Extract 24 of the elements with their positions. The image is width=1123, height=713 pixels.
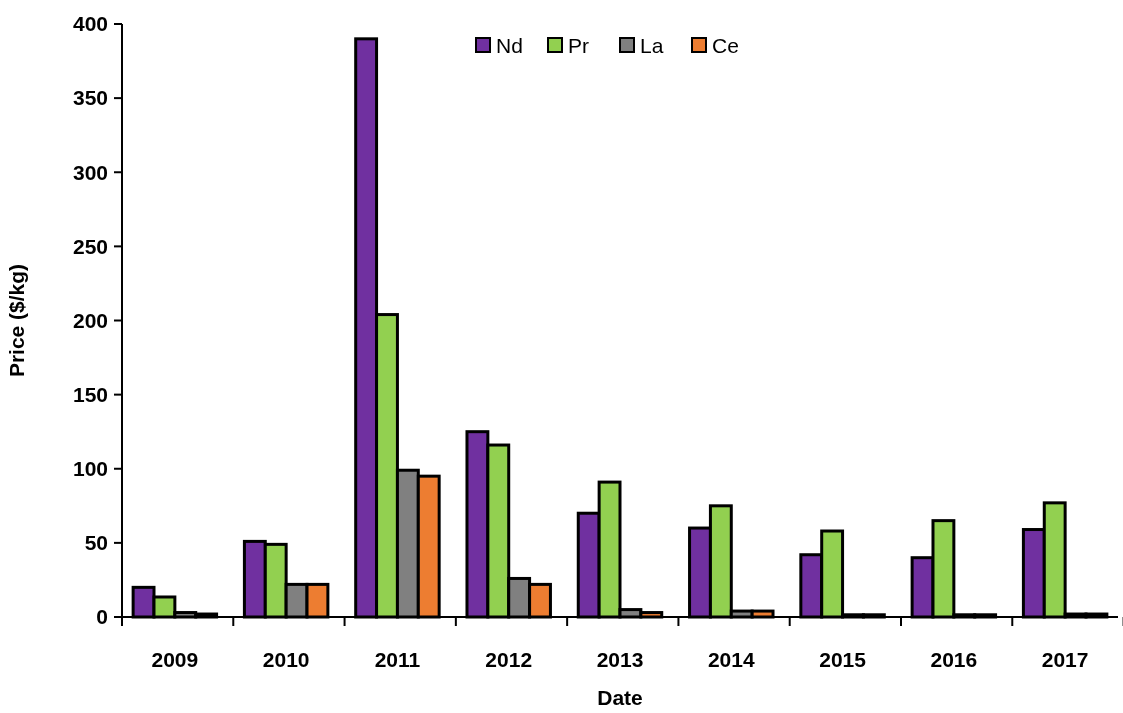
y-axis-title: Price ($/kg) (5, 263, 28, 378)
x-tick-label: 2014 (707, 648, 755, 671)
x-tick-label: 2010 (262, 648, 310, 671)
y-tick-label: 0 (96, 605, 108, 629)
x-tick-label: 2017 (1041, 648, 1089, 671)
y-tick-label: 350 (72, 86, 108, 110)
legend-label: Ce (712, 34, 739, 58)
y-tick-label: 150 (72, 382, 108, 406)
y-tick-label: 50 (84, 531, 108, 555)
x-tick-label: 2012 (485, 648, 533, 671)
y-tick-label: 400 (72, 12, 108, 36)
x-tick-label: 2011 (374, 648, 421, 671)
y-tick-label: 300 (72, 160, 108, 184)
x-tick-label: 2016 (930, 648, 978, 671)
legend-label: Nd (496, 34, 523, 58)
x-axis-title: Date (597, 686, 643, 709)
x-tick-label: 2015 (819, 648, 867, 671)
legend-label: Pr (568, 34, 590, 58)
legend-label: La (640, 34, 664, 58)
y-tick-label: 200 (72, 308, 108, 332)
y-tick-label: 250 (72, 234, 108, 258)
x-tick-label: 2013 (596, 648, 644, 671)
y-tick-label: 100 (72, 457, 108, 481)
x-tick-label: 2009 (151, 648, 199, 671)
